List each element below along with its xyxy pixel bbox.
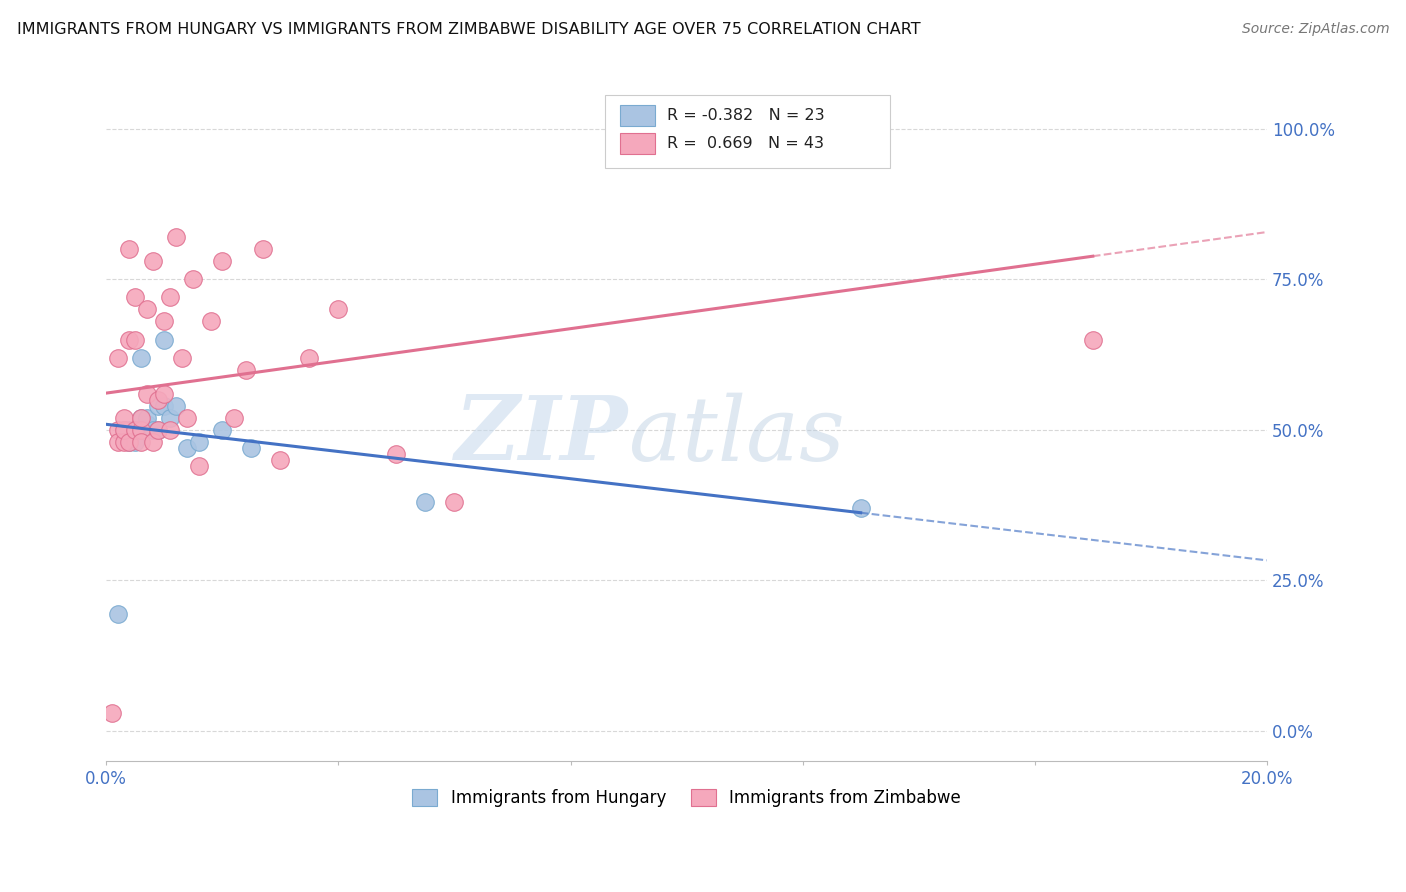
- Point: [118, 333, 141, 347]
- Point: [176, 410, 198, 425]
- Point: [148, 392, 170, 407]
- Point: [124, 333, 146, 347]
- Point: [153, 314, 176, 328]
- Point: [112, 434, 135, 449]
- Point: [107, 423, 129, 437]
- Point: [153, 399, 176, 413]
- Point: [415, 495, 437, 509]
- Point: [129, 434, 152, 449]
- Point: [135, 410, 157, 425]
- Point: [385, 447, 408, 461]
- Point: [112, 423, 135, 437]
- Point: [1081, 333, 1104, 347]
- Point: [118, 423, 141, 437]
- Point: [181, 272, 204, 286]
- Point: [222, 410, 245, 425]
- Point: [129, 351, 152, 365]
- Point: [188, 434, 211, 449]
- Point: [176, 441, 198, 455]
- Point: [107, 351, 129, 365]
- Point: [159, 410, 181, 425]
- Text: R = -0.382   N = 23: R = -0.382 N = 23: [666, 108, 824, 123]
- Point: [159, 423, 181, 437]
- Text: ZIP: ZIP: [456, 392, 628, 479]
- Point: [135, 386, 157, 401]
- FancyBboxPatch shape: [620, 105, 655, 126]
- Point: [240, 441, 263, 455]
- Point: [821, 121, 844, 136]
- FancyBboxPatch shape: [620, 133, 655, 153]
- Point: [129, 423, 152, 437]
- Point: [170, 351, 193, 365]
- Point: [118, 434, 141, 449]
- Point: [328, 302, 350, 317]
- Point: [135, 417, 157, 431]
- Point: [135, 302, 157, 317]
- Point: [124, 423, 146, 437]
- Point: [124, 290, 146, 304]
- Point: [124, 434, 146, 449]
- Point: [142, 254, 165, 268]
- Text: Source: ZipAtlas.com: Source: ZipAtlas.com: [1241, 22, 1389, 37]
- Point: [148, 423, 170, 437]
- Point: [142, 434, 165, 449]
- Point: [129, 410, 152, 425]
- Point: [148, 399, 170, 413]
- Point: [118, 242, 141, 256]
- Point: [153, 386, 176, 401]
- Text: atlas: atlas: [628, 392, 844, 479]
- Point: [107, 434, 129, 449]
- Point: [112, 423, 135, 437]
- Point: [298, 351, 321, 365]
- Point: [200, 314, 222, 328]
- Point: [252, 242, 274, 256]
- Point: [118, 434, 141, 449]
- Text: IMMIGRANTS FROM HUNGARY VS IMMIGRANTS FROM ZIMBABWE DISABILITY AGE OVER 75 CORRE: IMMIGRANTS FROM HUNGARY VS IMMIGRANTS FR…: [17, 22, 921, 37]
- Legend: Immigrants from Hungary, Immigrants from Zimbabwe: Immigrants from Hungary, Immigrants from…: [404, 780, 969, 815]
- Point: [849, 501, 872, 516]
- Point: [165, 230, 187, 244]
- Point: [188, 458, 211, 473]
- Point: [211, 254, 233, 268]
- Point: [211, 423, 233, 437]
- Point: [107, 607, 129, 621]
- Point: [101, 706, 124, 720]
- Point: [165, 399, 187, 413]
- Point: [142, 423, 165, 437]
- Point: [443, 495, 465, 509]
- Point: [129, 410, 152, 425]
- Point: [269, 453, 291, 467]
- Text: R =  0.669   N = 43: R = 0.669 N = 43: [666, 136, 824, 151]
- Point: [159, 290, 181, 304]
- Point: [124, 423, 146, 437]
- Point: [112, 410, 135, 425]
- Point: [235, 362, 257, 376]
- Point: [148, 423, 170, 437]
- FancyBboxPatch shape: [606, 95, 890, 168]
- Point: [153, 333, 176, 347]
